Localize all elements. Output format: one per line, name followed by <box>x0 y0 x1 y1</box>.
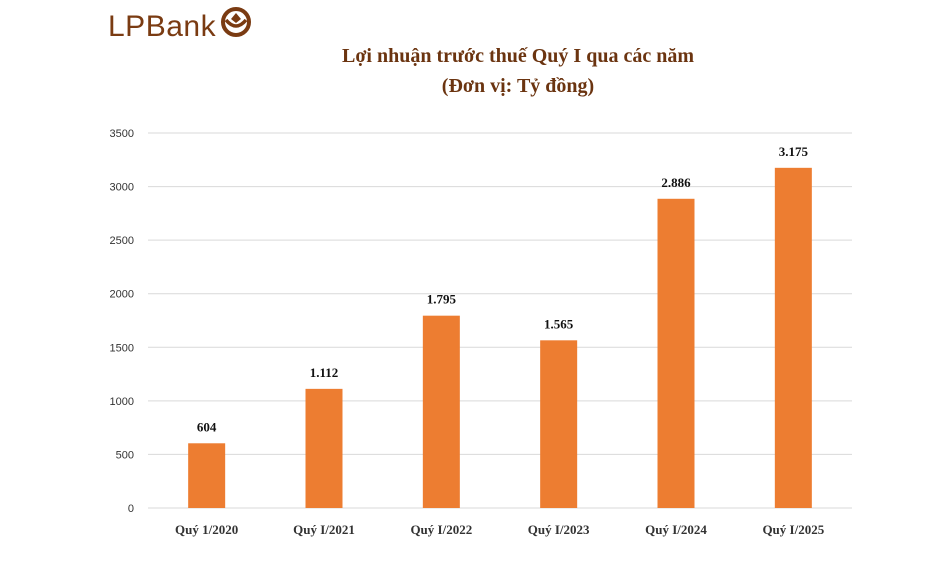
chart-title: Lợi nhuận trước thuế Quý I qua các năm <box>342 45 694 67</box>
bar <box>422 315 460 508</box>
data-label: 2.886 <box>661 175 691 190</box>
gridlines <box>148 132 852 509</box>
data-label: 1.565 <box>544 316 574 331</box>
data-label: 3.175 <box>779 144 809 159</box>
logo-wordmark: LPBank <box>108 10 217 43</box>
y-tick-label: 3500 <box>110 128 134 140</box>
data-label: 604 <box>197 419 217 434</box>
x-tick-label: Quý 1/2020 <box>175 522 238 537</box>
x-axis-ticks: Quý 1/2020 Quý I/2021 Quý I/2022 Quý I/2023… <box>175 522 825 537</box>
y-tick-label: 1500 <box>110 342 134 354</box>
x-tick-label: Quý I/2023 <box>528 522 590 537</box>
y-tick-label: 2500 <box>110 235 134 247</box>
data-label: 1.795 <box>427 292 457 307</box>
y-axis-ticks: 0 500 1000 1500 2000 2500 3000 3500 <box>110 128 134 515</box>
chart-subtitle: (Đơn vị: Tỷ đồng) <box>441 75 595 97</box>
bar <box>774 167 812 509</box>
x-tick-label: Quý I/2025 <box>762 522 824 537</box>
lpbank-emblem-icon <box>219 5 253 44</box>
x-tick-label: Quý I/2021 <box>293 522 355 537</box>
y-tick-label: 500 <box>116 449 134 461</box>
bar <box>188 443 226 508</box>
bars <box>188 167 812 509</box>
y-tick-label: 3000 <box>110 182 134 194</box>
y-tick-label: 2000 <box>110 289 134 301</box>
bar <box>657 198 695 509</box>
data-label: 1.112 <box>310 365 339 380</box>
y-tick-label: 0 <box>128 503 134 515</box>
x-tick-label: Quý I/2022 <box>410 522 472 537</box>
bar <box>305 388 343 508</box>
bar <box>540 340 578 508</box>
y-tick-label: 1000 <box>110 396 134 408</box>
lpbank-logo: LPBank <box>108 6 253 44</box>
x-tick-label: Quý I/2024 <box>645 522 707 537</box>
data-labels: 604 1.112 1.795 1.565 2.886 3.175 <box>197 144 809 434</box>
